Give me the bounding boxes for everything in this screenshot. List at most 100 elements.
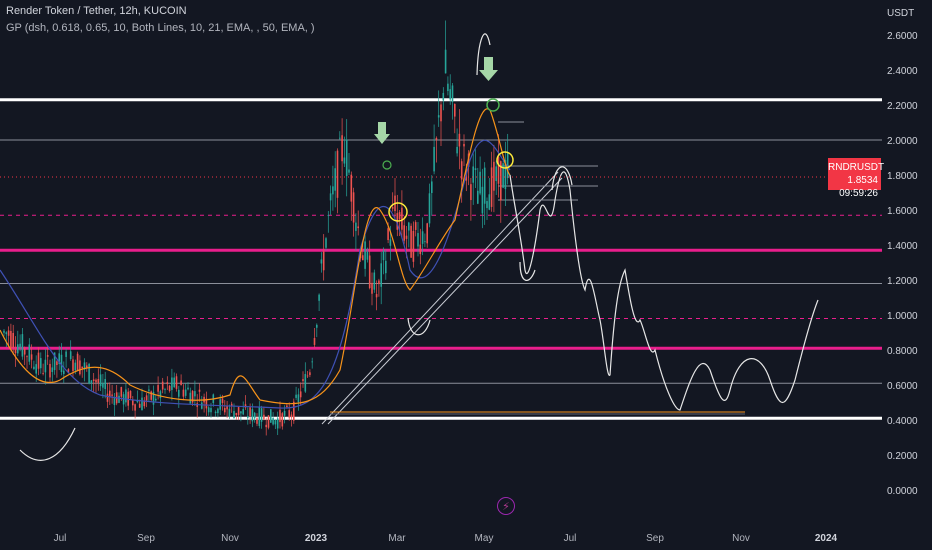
candle-body [495,166,497,181]
candle-body [168,385,171,391]
candle-body [109,390,111,397]
candle-body [157,385,159,392]
candle-body [90,380,93,384]
candle-body [375,294,378,298]
candle-body [129,390,132,398]
candle-body [12,332,14,348]
candle-body [7,330,10,336]
candle-body [382,250,385,261]
indicator-label[interactable]: GP (dsh, 0.618, 0.65, 10, Both Lines, 10… [6,22,315,34]
candle-body [497,156,500,184]
candle-body [454,104,456,117]
price-tag-value: 1.8534 [847,175,878,186]
candle-body [322,251,325,271]
candle-body [391,207,394,209]
trendline-upper [321,171,559,425]
pattern-curve-right [551,166,573,191]
candle-body [348,169,350,173]
candle-body [424,241,426,243]
candle-body [433,146,435,172]
candle-body [58,353,60,365]
candle-body [10,330,12,348]
candle-body [224,407,226,413]
candle-body [502,163,504,188]
trend-lines [321,121,745,425]
pattern-curve-top [476,33,491,76]
candle-body [456,146,458,154]
candle-body [329,193,332,201]
price-tag-symbol: RNDRUSDT [828,162,885,173]
candle-body [306,375,309,377]
candle-body [477,190,479,204]
candle-body [240,411,242,414]
candle-body [313,338,316,345]
candle-body [86,365,88,368]
candle-body [293,401,295,421]
marker-green-1 [486,98,500,112]
candle-body [145,395,148,401]
candle-body [74,362,77,371]
candle-body [104,378,106,389]
candle-body [127,391,129,406]
candle-body [42,373,44,374]
candle-body [150,391,152,400]
candle-body [134,404,136,411]
candle-body [102,382,104,388]
price-tick: 1.2000 [887,276,918,287]
candle-body [247,416,249,418]
candle-body [283,410,286,416]
chart-title: Render Token / Tether, 12h, KUCOIN [6,5,187,17]
candle-body [442,92,445,101]
candle-body [21,334,24,357]
price-tick: 2.0000 [887,136,918,147]
candle-body [152,391,155,405]
time-tick: Nov [221,533,239,544]
pattern-curve-low [407,317,431,336]
candle-body [398,212,401,220]
candle-body [230,403,233,406]
time-tick: May [475,533,494,544]
candle-body [263,414,265,420]
candle-body [49,363,51,378]
candle-body [486,201,488,209]
price-tick: 2.6000 [887,31,918,42]
candle-body [201,402,203,409]
lightning-bolt-icon[interactable]: ⚡ [497,497,515,515]
candle-body [444,49,447,74]
candle-body [92,379,95,381]
candle-body [138,403,141,408]
candles [3,20,509,436]
candle-body [274,420,277,425]
candle-body [320,259,323,264]
candle-body [221,398,224,404]
candle-body [350,174,353,202]
candle-body [242,409,244,415]
candle-body [421,231,424,244]
candle-body [166,382,169,385]
candle-body [159,391,162,399]
candle-body [364,241,366,269]
candle-body [334,168,336,191]
candle-body [341,135,343,162]
candle-body [281,413,284,427]
time-tick: Sep [137,533,155,544]
candle-body [19,343,21,348]
time-tick: 2024 [815,533,838,544]
candle-body [17,344,19,354]
candle-body [339,137,341,139]
candle-body [83,362,86,370]
candle-body [373,272,376,290]
candle-body [295,394,297,398]
candle-body [385,260,387,274]
price-tick: 1.0000 [887,311,918,322]
candle-body [272,417,274,425]
candle-body [408,222,410,231]
candle-body [256,418,258,424]
candle-body [95,379,97,383]
candle-body [463,143,465,147]
candle-body [194,391,196,397]
candle-body [336,150,339,198]
candle-body [288,410,290,418]
candle-body [210,408,212,413]
